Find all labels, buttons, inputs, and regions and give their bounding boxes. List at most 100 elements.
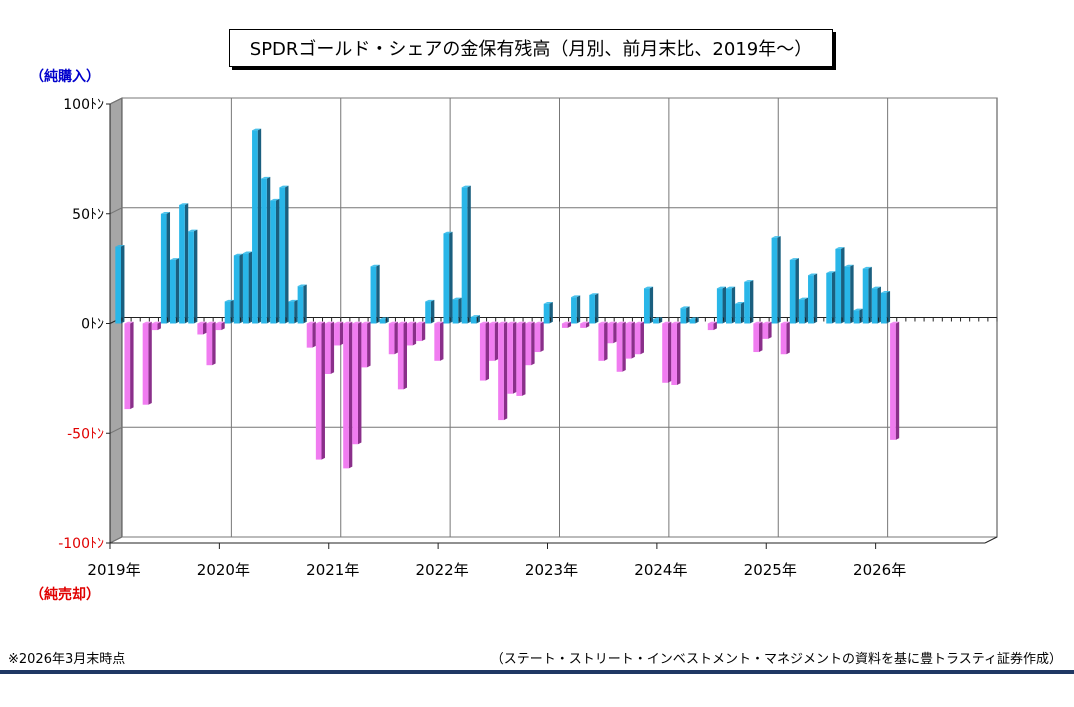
bar-top (306, 321, 316, 324)
bar-top (607, 321, 617, 324)
bar (662, 323, 668, 383)
bar (744, 281, 750, 324)
bar-side (266, 176, 271, 324)
bar-top (115, 244, 125, 247)
bar-side (777, 236, 781, 324)
bar-top (771, 236, 781, 238)
bar (434, 323, 440, 361)
bar (726, 288, 732, 324)
bar-top (470, 315, 480, 317)
bar-top (434, 321, 444, 324)
bar-top (826, 271, 836, 274)
bar-side (713, 321, 717, 331)
bar-side (622, 321, 626, 372)
bar (179, 204, 185, 324)
bar-top (744, 280, 754, 282)
bar-side (412, 321, 417, 346)
bar-top (170, 258, 180, 260)
bar-side (804, 297, 809, 324)
bar (406, 323, 413, 346)
bar-top (233, 253, 243, 256)
bar-side (285, 185, 289, 324)
bar-side (576, 295, 581, 324)
bar-side (768, 321, 772, 339)
bar (443, 233, 450, 324)
bar-top (425, 299, 435, 302)
bar-top (616, 321, 626, 324)
bar-side (449, 231, 453, 324)
bar-top (680, 306, 690, 309)
bar-top (406, 321, 417, 324)
bar (461, 187, 468, 324)
bar (735, 303, 741, 324)
bar-side (357, 321, 362, 445)
bar (525, 323, 532, 366)
bar-side (841, 247, 845, 324)
x-tick-label: 2026年 (853, 561, 906, 579)
bar-side (540, 321, 544, 353)
bar (361, 323, 368, 368)
bar (580, 323, 586, 328)
bar-top (479, 321, 490, 324)
bar (507, 323, 513, 394)
bar-side (376, 264, 380, 324)
bar-top (780, 321, 790, 324)
bar-top (388, 321, 398, 324)
bar (416, 323, 422, 342)
bar (252, 130, 258, 324)
bar-side (339, 321, 344, 346)
bar-side (248, 251, 253, 324)
bar-top (443, 231, 453, 234)
x-tick-label: 2025年 (744, 561, 797, 579)
bar-side (421, 321, 426, 342)
bar (798, 299, 805, 324)
bar-side (257, 128, 262, 324)
bar-side (312, 321, 316, 348)
y-tick-label: 0ﾄﾝ (81, 317, 104, 333)
bar-side (759, 321, 763, 353)
bar-side (831, 271, 836, 324)
bar (470, 316, 477, 324)
bar-side (120, 244, 125, 324)
bar-side (467, 185, 471, 324)
x-tick-label: 2019年 (87, 561, 140, 579)
bar (625, 323, 632, 359)
bar (343, 323, 349, 469)
bar-side (221, 321, 225, 331)
bar (561, 323, 568, 328)
bar-top (224, 299, 234, 302)
bar-top (580, 321, 590, 324)
bar (598, 323, 605, 361)
bar-side (722, 286, 727, 324)
bar-top (279, 185, 289, 188)
bar-top (735, 302, 745, 304)
bar-side (157, 321, 161, 331)
bar-top (242, 251, 253, 254)
bar-side (631, 321, 635, 359)
bar-top (334, 321, 344, 324)
bar-side (877, 286, 881, 324)
x-tick-label: 2021年 (306, 561, 359, 579)
bar-side (348, 321, 353, 469)
bar-top (716, 286, 727, 289)
bar-top (598, 321, 608, 324)
bar-top (625, 321, 635, 324)
bar (489, 323, 495, 361)
bar-top (270, 198, 280, 201)
bar-side (166, 212, 171, 324)
bar-top (707, 321, 717, 324)
bar (324, 323, 331, 374)
bar (315, 323, 322, 460)
bar (571, 297, 577, 324)
bar-top (343, 321, 353, 324)
gridline-horizontal (109, 97, 997, 105)
bar-side (394, 321, 398, 355)
bar-top (324, 321, 335, 324)
bar (616, 323, 623, 372)
bar-side (594, 293, 599, 324)
bar (853, 310, 860, 324)
bar-side (239, 253, 243, 324)
bar (607, 323, 614, 344)
bar (397, 323, 404, 390)
